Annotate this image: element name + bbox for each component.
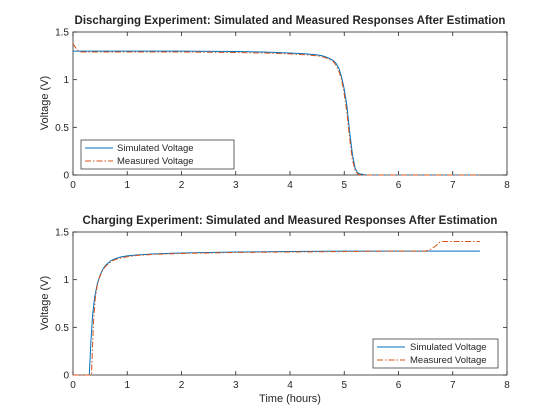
series-line-simulated [88, 250, 480, 376]
x-axis-label: Time (hours) [259, 393, 321, 405]
legend: Simulated Voltage Measured Voltage [372, 338, 499, 369]
series-group [72, 43, 480, 176]
x-tick-label: 7 [450, 180, 456, 191]
legend-box [372, 338, 499, 369]
legend-box [80, 139, 235, 170]
legend-entry-measured: Measured Voltage [117, 156, 194, 167]
x-tick-label: 2 [179, 180, 185, 191]
x-tick-label: 7 [450, 380, 456, 391]
y-tick-label: 1.5 [55, 228, 69, 239]
x-tick-label: 5 [341, 380, 347, 391]
legend-entry-measured: Measured Voltage [410, 355, 487, 366]
x-axis-ticks: 0 1 2 3 4 5 6 7 8 [70, 32, 510, 191]
x-tick-label: 4 [287, 380, 293, 391]
x-tick-label: 2 [179, 380, 185, 391]
legend-entry-simulated: Simulated Voltage [117, 143, 194, 154]
y-tick-label: 1 [63, 75, 69, 86]
y-tick-label: 1.5 [55, 28, 69, 39]
chart-title: Charging Experiment: Simulated and Measu… [83, 215, 498, 227]
series-line-measured [72, 43, 480, 176]
charging-chart: Charging Experiment: Simulated and Measu… [39, 215, 510, 405]
x-tick-label: 0 [70, 380, 76, 391]
legend-entry-simulated: Simulated Voltage [410, 342, 487, 353]
y-axis-label: Voltage (V) [39, 276, 51, 330]
x-tick-label: 3 [233, 380, 239, 391]
x-tick-label: 3 [233, 180, 239, 191]
discharging-chart: Discharging Experiment: Simulated and Me… [39, 15, 510, 191]
x-tick-label: 4 [287, 180, 293, 191]
series-group [73, 241, 480, 376]
y-tick-label: 1 [63, 275, 69, 286]
y-tick-label: 0 [63, 371, 69, 382]
chart-title: Discharging Experiment: Simulated and Me… [75, 15, 506, 27]
x-tick-label: 8 [504, 180, 510, 191]
x-tick-label: 6 [396, 180, 402, 191]
y-axis-ticks: 0 0.5 1 1.5 [55, 28, 507, 182]
x-tick-label: 5 [341, 180, 347, 191]
x-axis-ticks: 0 1 2 3 4 5 6 7 8 [70, 232, 510, 391]
y-tick-label: 0.5 [55, 123, 69, 134]
y-tick-label: 0.5 [55, 323, 69, 334]
x-tick-label: 6 [396, 380, 402, 391]
series-line-measured [73, 241, 480, 376]
y-axis-label: Voltage (V) [39, 76, 51, 130]
x-tick-label: 1 [124, 180, 130, 191]
x-tick-label: 1 [124, 380, 130, 391]
x-tick-label: 8 [504, 380, 510, 391]
legend: Simulated Voltage Measured Voltage [80, 139, 235, 170]
y-tick-label: 0 [63, 171, 69, 182]
x-tick-label: 0 [70, 180, 76, 191]
